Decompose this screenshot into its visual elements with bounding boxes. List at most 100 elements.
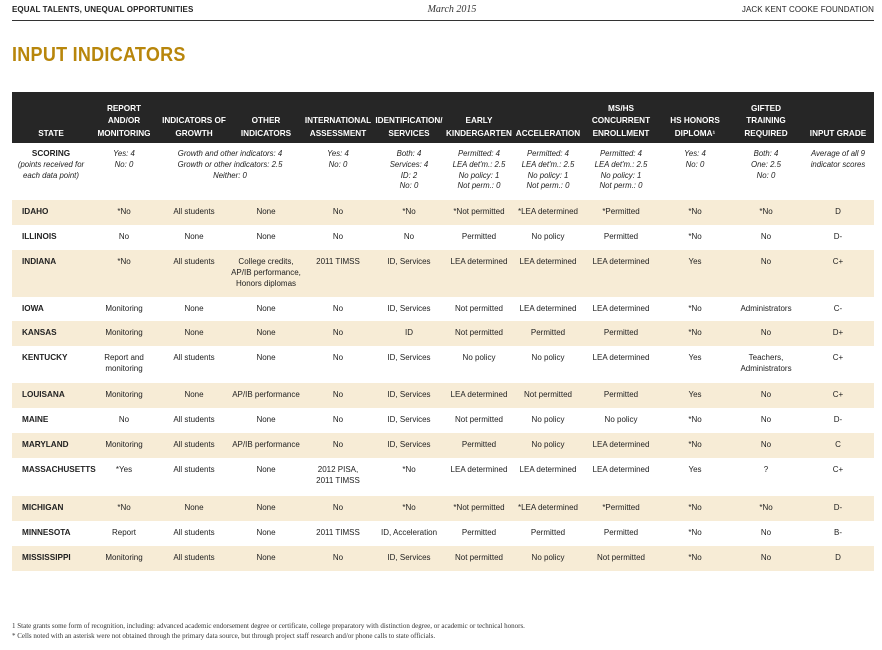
table-cell: None bbox=[230, 346, 302, 384]
table-cell: LEA determined bbox=[582, 433, 660, 459]
table-cell: *No bbox=[660, 546, 730, 572]
table-cell: None bbox=[158, 321, 230, 347]
table-cell: None bbox=[230, 200, 302, 226]
table-cell: ID, Services bbox=[374, 546, 444, 572]
column-header: REPORT AND/OR MONITORING bbox=[90, 92, 158, 143]
column-header: MS/HS CONCURRENT ENROLLMENT bbox=[582, 92, 660, 143]
table-cell: B- bbox=[802, 521, 874, 547]
table-cell: LEA determined bbox=[582, 250, 660, 298]
table-row: MINNESOTA Report All students None 2011 TIMS… bbox=[12, 521, 874, 547]
table-cell: All students bbox=[158, 546, 230, 572]
table-cell: *Not permitted bbox=[444, 200, 514, 226]
table-cell: No bbox=[302, 346, 374, 384]
table-cell: D- bbox=[802, 408, 874, 434]
table-cell: C bbox=[802, 433, 874, 459]
table-cell: *No bbox=[660, 433, 730, 459]
column-header: STATE bbox=[12, 92, 90, 143]
table-cell: Yes bbox=[660, 346, 730, 384]
scoring-row: SCORING (points received for each data p… bbox=[12, 143, 874, 200]
table-cell: All students bbox=[158, 458, 230, 497]
table-cell: ? bbox=[730, 458, 802, 497]
table-cell: C+ bbox=[802, 346, 874, 384]
state-name: MAINE bbox=[12, 408, 90, 434]
table-cell: No bbox=[302, 408, 374, 434]
state-name: LOUISANA bbox=[12, 383, 90, 409]
scoring-concurrent: Permitted: 4 LEA det'm.: 2.5 No policy: … bbox=[594, 149, 648, 191]
footnote-1: 1 State grants some form of recognition,… bbox=[12, 622, 525, 630]
table-cell: No bbox=[374, 225, 444, 251]
table-cell: *No bbox=[660, 200, 730, 226]
table-cell: No bbox=[730, 383, 802, 409]
footnotes: 1 State grants some form of recognition,… bbox=[12, 622, 525, 641]
table-cell: Permitted bbox=[582, 321, 660, 347]
table-cell: None bbox=[230, 496, 302, 522]
scoring-label: SCORING bbox=[31, 149, 71, 158]
table-cell: None bbox=[158, 383, 230, 409]
table-cell: ID bbox=[374, 321, 444, 347]
state-name: KANSAS bbox=[12, 321, 90, 347]
table-cell: 2011 TIMSS bbox=[302, 250, 374, 298]
table-cell: Monitoring bbox=[90, 321, 158, 347]
report-date: March 2015 bbox=[427, 4, 477, 15]
state-name: KENTUCKY bbox=[12, 346, 90, 384]
table-cell: *No bbox=[660, 408, 730, 434]
table-cell: *No bbox=[660, 225, 730, 251]
table-cell: Permitted bbox=[444, 521, 514, 547]
table-cell: Not permitted bbox=[444, 321, 514, 347]
state-name: IDAHO bbox=[12, 200, 90, 226]
table-cell: LEA determined bbox=[582, 297, 660, 322]
state-name: MICHIGAN bbox=[12, 496, 90, 522]
table-cell: C+ bbox=[802, 383, 874, 409]
table-row: MASSACHUSETTS *Yes All students None 2012 PI… bbox=[12, 458, 874, 497]
table-cell: No bbox=[302, 321, 374, 347]
table-cell: No policy bbox=[514, 346, 582, 384]
table-cell: No policy bbox=[582, 408, 660, 434]
table-cell: No policy bbox=[514, 433, 582, 459]
table-cell: None bbox=[230, 546, 302, 572]
table-cell: C- bbox=[802, 297, 874, 322]
table-cell: Not permitted bbox=[582, 546, 660, 572]
table-cell: ID, Services bbox=[374, 383, 444, 409]
report-title: EQUAL TALENTS, UNEQUAL OPPORTUNITIES bbox=[12, 5, 194, 14]
table-cell: Yes bbox=[660, 383, 730, 409]
table-cell: Monitoring bbox=[90, 433, 158, 459]
page-header: EQUAL TALENTS, UNEQUAL OPPORTUNITIES Mar… bbox=[12, 0, 874, 21]
table-cell: D+ bbox=[802, 321, 874, 347]
table-cell: No policy bbox=[444, 346, 514, 384]
table-cell: All students bbox=[158, 408, 230, 434]
table-cell: No bbox=[730, 521, 802, 547]
table-cell: Monitoring bbox=[90, 546, 158, 572]
table-cell: Permitted bbox=[582, 521, 660, 547]
table-cell: Not permitted bbox=[514, 383, 582, 409]
table-cell: All students bbox=[158, 433, 230, 459]
column-header: INPUT GRADE bbox=[802, 92, 874, 143]
table-cell: No bbox=[302, 496, 374, 522]
column-header: OTHER INDICATORS bbox=[230, 92, 302, 143]
column-header: GIFTED TRAINING REQUIRED bbox=[730, 92, 802, 143]
table-cell: AP/IB performance bbox=[230, 383, 302, 409]
table-cell: Not permitted bbox=[444, 546, 514, 572]
table-cell: Administrators bbox=[730, 297, 802, 322]
table-cell: 2012 PISA, 2011 TIMSS bbox=[302, 458, 374, 497]
table-row: MISSISSIPPI Monitoring All students None No I… bbox=[12, 546, 874, 572]
table-cell: All students bbox=[158, 200, 230, 226]
table-cell: Permitted bbox=[582, 383, 660, 409]
scoring-acceleration: Permitted: 4 LEA det'm.: 2.5 No policy: … bbox=[521, 149, 575, 191]
table-cell: *No bbox=[374, 496, 444, 522]
table-cell: Not permitted bbox=[444, 297, 514, 322]
scoring-honors: Yes: 4 No: 0 bbox=[684, 149, 706, 169]
table-cell: None bbox=[230, 521, 302, 547]
table-cell: Permitted bbox=[444, 433, 514, 459]
table-cell: Report bbox=[90, 521, 158, 547]
table-cell: No bbox=[730, 408, 802, 434]
table-cell: Permitted bbox=[444, 225, 514, 251]
table-cell: *No bbox=[660, 321, 730, 347]
table-cell: ID, Services bbox=[374, 433, 444, 459]
table-cell: 2011 TIMSS bbox=[302, 521, 374, 547]
column-header: HS HONORS DIPLOMA¹ bbox=[660, 92, 730, 143]
table-cell: None bbox=[230, 321, 302, 347]
table-row: LOUISANA Monitoring None AP/IB performance N… bbox=[12, 383, 874, 409]
scoring-identification: Both: 4 Services: 4 ID: 2 No: 0 bbox=[389, 149, 429, 191]
state-name: ILLINOIS bbox=[12, 225, 90, 251]
table-cell: *Not permitted bbox=[444, 496, 514, 522]
